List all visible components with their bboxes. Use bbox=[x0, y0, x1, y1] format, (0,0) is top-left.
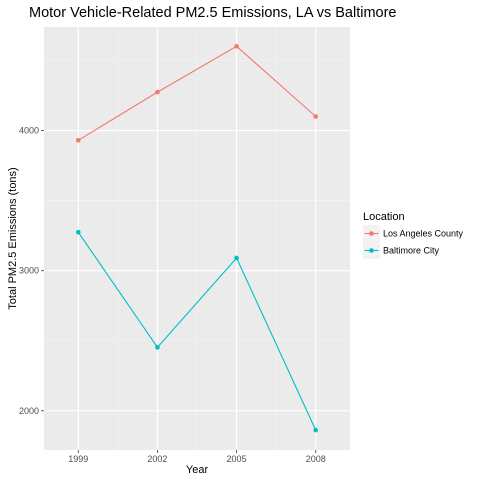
data-point bbox=[75, 229, 81, 235]
y-axis-title: Total PM2.5 Emissions (tons) bbox=[7, 167, 19, 309]
y-tick-label: 2000 bbox=[19, 406, 39, 416]
data-point bbox=[155, 89, 160, 95]
legend-key-point bbox=[369, 248, 374, 253]
chart-title: Motor Vehicle-Related PM2.5 Emissions, L… bbox=[29, 5, 396, 21]
legend-label: Los Angeles County bbox=[383, 229, 464, 239]
legend-title: Location bbox=[363, 211, 405, 223]
x-tick-label: 2002 bbox=[147, 454, 167, 464]
x-axis-title: Year bbox=[186, 464, 209, 476]
series-line-0 bbox=[78, 45, 317, 141]
data-point bbox=[234, 44, 239, 49]
data-point bbox=[234, 255, 239, 261]
data-point bbox=[313, 114, 319, 119]
legend: Location Los Angeles County Baltimore Cit… bbox=[363, 211, 464, 259]
legend-key-point bbox=[369, 231, 374, 236]
data-point bbox=[313, 427, 319, 433]
y-tick-label: 4000 bbox=[19, 126, 39, 136]
legend-label: Baltimore City bbox=[383, 246, 440, 256]
x-tick-label: 2008 bbox=[306, 454, 326, 464]
x-tick-label: 1999 bbox=[68, 454, 88, 464]
data-point bbox=[155, 345, 160, 350]
series-line-1 bbox=[77, 231, 317, 431]
y-tick-label: 3000 bbox=[19, 266, 39, 276]
data-point bbox=[75, 138, 81, 143]
x-tick-label: 2005 bbox=[227, 454, 247, 464]
